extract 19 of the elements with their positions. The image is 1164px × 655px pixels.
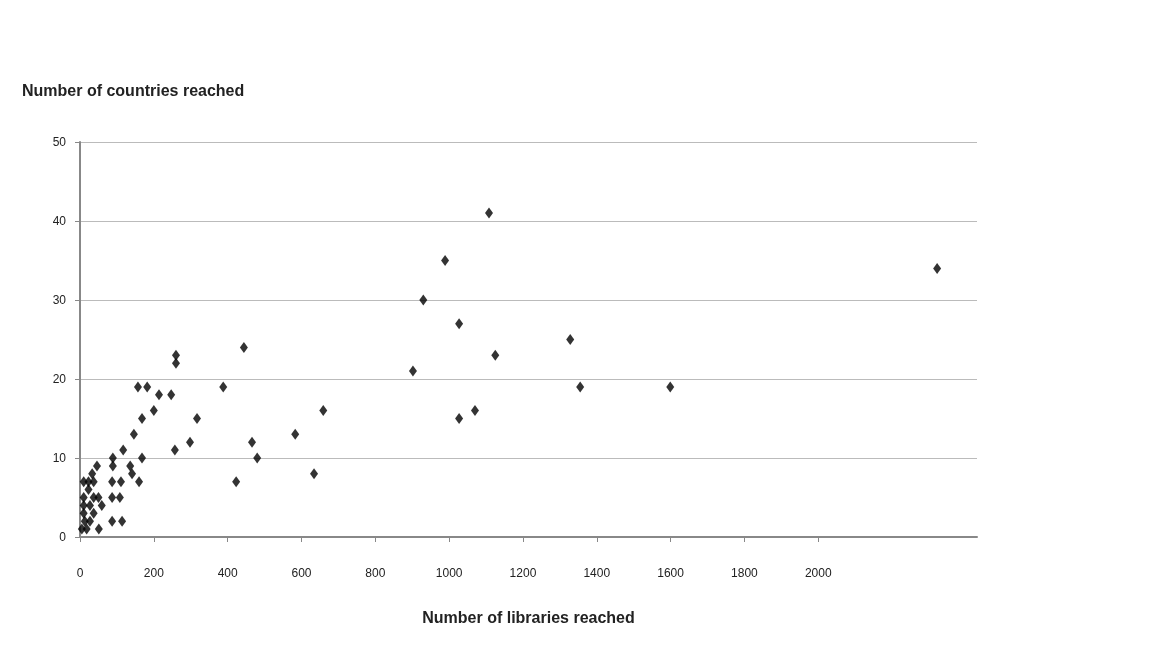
x-tick-label: 0 [76,566,84,580]
x-tick-label: 1800 [731,566,759,580]
x-tick-label: 1600 [657,566,685,580]
y-tick-label: 30 [52,293,67,307]
y-tick-label: 40 [52,214,67,228]
x-tick-label: 1000 [435,566,463,580]
x-axis-title: Number of libraries reached [422,608,635,626]
x-tick-label: 800 [365,566,386,580]
x-tick-label: 2000 [804,566,832,580]
x-tick-label: 400 [217,566,238,580]
x-tick-label: 1400 [583,566,611,580]
x-tick-label: 200 [143,566,165,580]
y-tick-label: 50 [52,135,67,149]
y-tick-label: 10 [52,451,67,465]
y-tick-label: 0 [59,530,67,544]
y-axis-title: Number of countries reached [22,81,245,99]
y-tick-label: 20 [52,372,67,386]
x-tick-label: 600 [291,566,312,580]
x-tick-label: 1200 [509,566,537,580]
